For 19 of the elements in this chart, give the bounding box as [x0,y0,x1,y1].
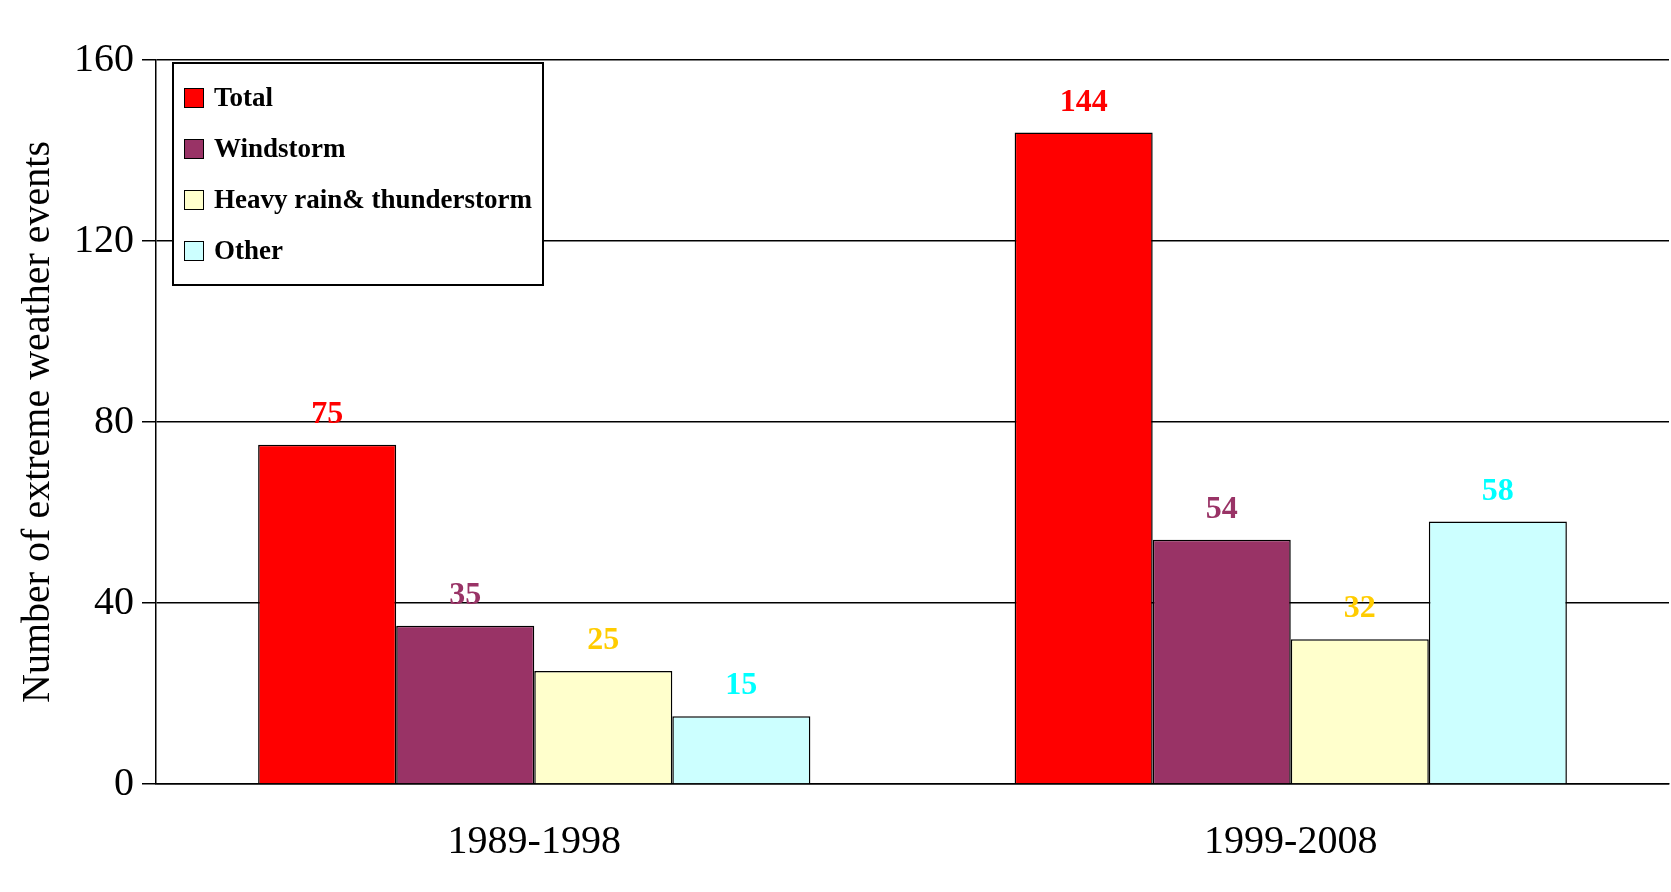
data-label: 144 [1059,81,1108,118]
data-label: 58 [1481,470,1514,507]
y-axis-title: Number of extreme weather events [12,141,58,703]
data-label: 75 [311,393,344,430]
x-tick-label: 1999-2008 [1204,816,1378,862]
data-label: 54 [1205,488,1238,525]
legend-label: Other [214,235,283,266]
y-tick-label: 40 [94,577,134,623]
data-label: 15 [725,665,758,702]
x-tick-label: 1989-1998 [447,816,621,862]
y-tick-label: 80 [94,396,134,442]
y-tick-label: 160 [74,34,134,80]
data-label: 35 [449,574,482,611]
legend-label: Total [214,82,274,113]
y-tick-label: 0 [114,758,134,804]
legend-label: Windstorm [214,133,346,164]
data-label: 25 [587,620,620,657]
legend-label: Heavy rain& thunderstorm [214,184,532,215]
y-tick-label: 120 [74,215,134,261]
